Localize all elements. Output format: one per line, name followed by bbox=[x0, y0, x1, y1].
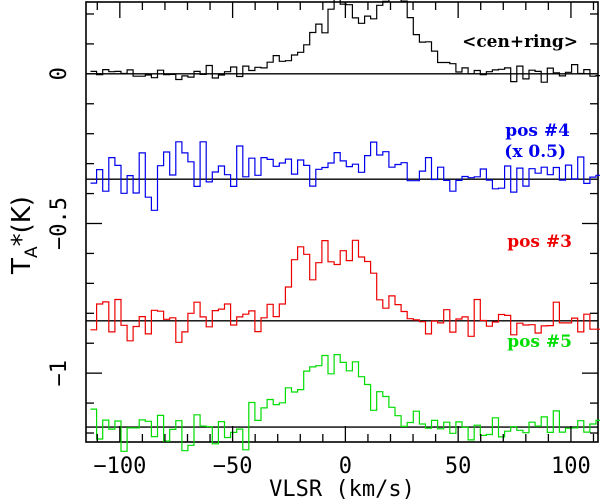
x-axis-label: VLSR (km/s) bbox=[269, 477, 415, 502]
x-tick-label: 0 bbox=[339, 454, 352, 479]
series-label-2-sub: (x 0.5) bbox=[504, 142, 566, 162]
y-tick-label: −1 bbox=[47, 360, 72, 387]
series-line-4 bbox=[90, 354, 600, 452]
y-tick-label: 0 bbox=[47, 67, 72, 80]
y-axis-label-rest: *(K) bbox=[7, 196, 37, 246]
x-tick-label: −100 bbox=[93, 454, 146, 479]
x-tick-label: 50 bbox=[445, 454, 472, 479]
series-label-4: pos #5 bbox=[507, 332, 572, 352]
y-axis-label-subscript: A bbox=[22, 246, 42, 258]
y-tick-label-group: 0 bbox=[47, 67, 72, 80]
series-label-2: pos #4 bbox=[505, 121, 570, 141]
y-tick-label-group: −0.5 bbox=[47, 197, 72, 250]
y-tick-label-group: −1 bbox=[47, 360, 72, 387]
svg-text:TA*(K): TA*(K) bbox=[7, 196, 42, 275]
series-label-1: <cen+ring> bbox=[462, 32, 578, 52]
y-axis-label-main: T bbox=[7, 258, 37, 275]
series-line-3 bbox=[90, 239, 600, 343]
y-tick-label: −0.5 bbox=[47, 197, 72, 250]
y-axis-ticks: 0 −0.5 −1 bbox=[47, 13, 598, 434]
x-tick-label: −50 bbox=[213, 454, 253, 479]
series-line-1 bbox=[90, 0, 600, 83]
series-labels: <cen+ring> pos #4(x 0.5) pos #3 pos #5 bbox=[462, 32, 578, 352]
series-layer bbox=[90, 0, 600, 452]
series-label-3: pos #3 bbox=[507, 232, 572, 252]
plot-frame bbox=[85, 1, 599, 443]
x-tick-label: 100 bbox=[551, 454, 591, 479]
series-line-2 bbox=[90, 141, 600, 211]
y-axis-label: TA*(K) bbox=[7, 196, 42, 275]
x-axis-ticks: −100 −50 0 50 100 bbox=[93, 2, 595, 479]
